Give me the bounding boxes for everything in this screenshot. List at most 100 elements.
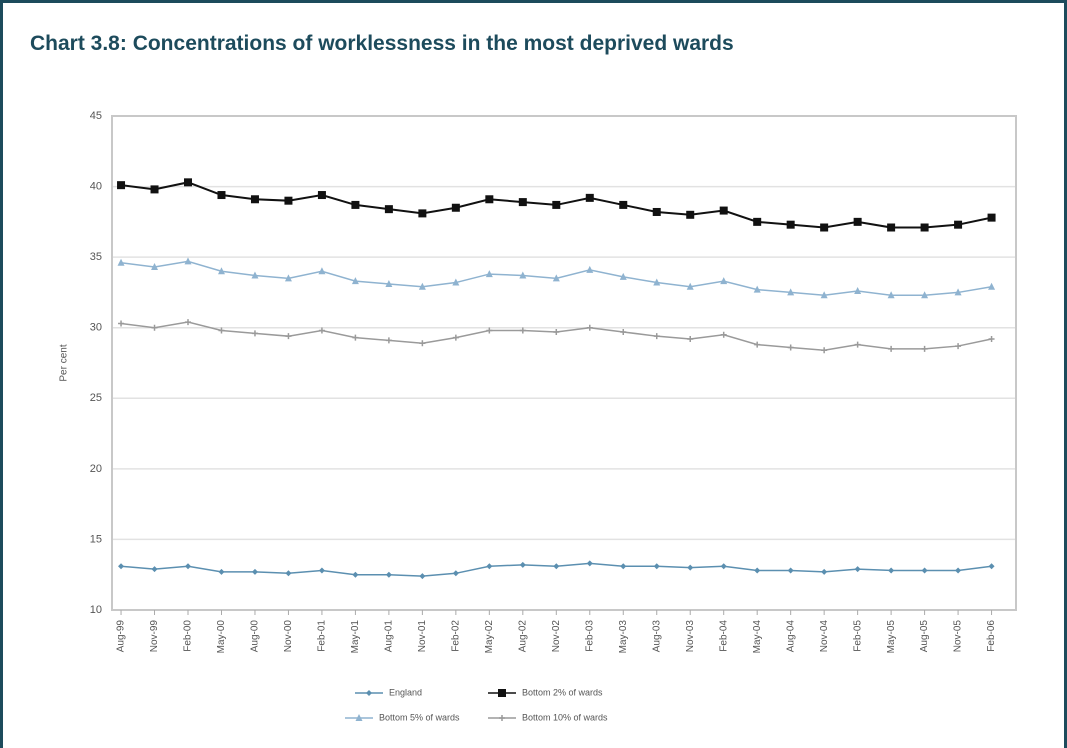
x-tick-label: May-02 [484,620,495,654]
point [854,341,861,348]
point [452,334,459,341]
legend-label: Bottom 2% of wards [522,687,603,697]
point [451,203,460,212]
legend-label: Bottom 5% of wards [379,712,460,722]
point [619,272,627,280]
x-tick-label: Feb-01 [317,620,328,652]
point [151,263,159,271]
point [719,206,728,215]
point [787,567,794,574]
legend-label: England [389,687,422,697]
point [317,191,326,200]
point [184,257,192,265]
point [486,327,493,334]
point [118,563,125,570]
y-tick-label: 40 [90,180,102,192]
point [552,200,561,209]
point [754,341,761,348]
legend-entry: Bottom 10% of wards [488,712,608,722]
point [553,328,560,335]
point [284,274,292,282]
y-tick-label: 30 [90,322,102,334]
point [686,282,694,290]
point [285,570,292,577]
legend-entry: Bottom 5% of wards [345,712,460,722]
point [418,282,426,290]
point [355,714,363,721]
point [854,566,861,573]
point [499,715,505,721]
point [351,277,359,285]
point [519,271,527,279]
point [585,193,594,202]
y-tick-label: 45 [90,110,102,122]
point [519,561,526,568]
point [888,345,895,352]
point [285,333,292,340]
point [954,220,963,229]
y-tick-label: 15 [90,533,102,545]
point [251,330,258,337]
point [652,207,661,216]
point [620,328,627,335]
point [853,217,862,226]
x-tick-label: Nov-05 [953,620,964,653]
point [485,195,494,204]
x-tick-label: Nov-01 [417,620,428,653]
point [217,267,225,275]
point [753,217,762,226]
point [352,571,359,578]
point [586,560,593,567]
point [753,285,761,293]
point [921,567,928,574]
point [418,209,427,218]
point [552,274,560,282]
point [352,334,359,341]
point [351,200,360,209]
point [117,181,126,190]
point [854,287,862,295]
point [498,689,506,697]
point [384,205,393,214]
point [687,336,694,343]
plot-frame [111,115,1017,611]
x-tick-label: May-00 [216,620,227,654]
point [754,567,761,574]
point [184,178,193,187]
point [586,324,593,331]
x-tick-label: Aug-01 [384,620,395,653]
y-tick-label: 10 [90,604,102,616]
point [217,191,226,200]
point [385,337,392,344]
point [519,327,526,334]
point [366,690,372,696]
x-tick-label: Feb-05 [852,620,863,652]
point [821,347,828,354]
point [150,185,159,194]
point [887,223,896,232]
point [653,333,660,340]
x-tick-label: Feb-04 [718,620,729,652]
x-tick-label: Aug-00 [250,620,261,653]
point [988,563,995,570]
point [251,271,259,279]
point [117,258,125,266]
y-tick-label: 25 [90,392,102,404]
point [452,278,460,286]
point [485,270,493,278]
point [720,331,727,338]
point [284,196,293,205]
point [385,279,393,287]
point [586,265,594,273]
x-tick-label: Feb-02 [450,620,461,652]
x-tick-label: Nov-03 [685,620,696,653]
point [653,563,660,570]
point [686,210,695,219]
point [921,345,928,352]
x-tick-label: Aug-02 [517,620,528,653]
point [151,566,158,573]
point [620,563,627,570]
point [820,291,828,299]
